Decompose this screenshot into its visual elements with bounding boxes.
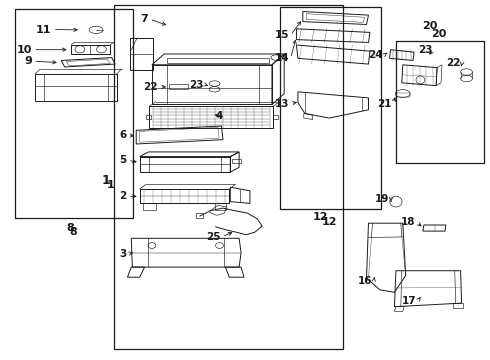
Text: 8: 8 xyxy=(70,227,77,237)
Text: 21: 21 xyxy=(377,99,392,109)
Bar xyxy=(15,9,133,218)
Text: 11: 11 xyxy=(36,24,51,35)
Bar xyxy=(280,7,381,209)
Text: 22: 22 xyxy=(143,82,158,92)
Text: 14: 14 xyxy=(274,53,289,63)
Text: 17: 17 xyxy=(402,296,416,306)
Text: 5: 5 xyxy=(119,155,126,165)
Text: 20: 20 xyxy=(431,29,446,39)
Text: 3: 3 xyxy=(119,249,126,259)
Text: 6: 6 xyxy=(119,130,126,140)
Bar xyxy=(114,5,343,349)
Text: 4: 4 xyxy=(216,111,223,121)
Text: 1: 1 xyxy=(102,174,111,186)
Text: 16: 16 xyxy=(358,276,372,286)
Text: 25: 25 xyxy=(206,232,220,242)
Text: 8: 8 xyxy=(67,223,74,233)
Text: 18: 18 xyxy=(401,217,416,228)
Text: 23: 23 xyxy=(417,45,432,55)
Text: 10: 10 xyxy=(17,45,32,55)
Text: 23: 23 xyxy=(189,80,203,90)
Text: 9: 9 xyxy=(24,56,32,66)
Text: 7: 7 xyxy=(140,14,148,24)
Text: 22: 22 xyxy=(446,58,461,68)
Text: 19: 19 xyxy=(375,194,390,204)
Text: 15: 15 xyxy=(274,30,289,40)
Text: 13: 13 xyxy=(274,99,289,109)
Text: 12: 12 xyxy=(313,212,328,222)
Bar xyxy=(149,106,273,128)
Bar xyxy=(396,41,484,163)
Text: 20: 20 xyxy=(422,21,437,31)
Text: 1: 1 xyxy=(107,180,115,190)
Text: 2: 2 xyxy=(119,191,126,201)
Text: 12: 12 xyxy=(321,217,337,227)
Text: 24: 24 xyxy=(368,50,383,60)
